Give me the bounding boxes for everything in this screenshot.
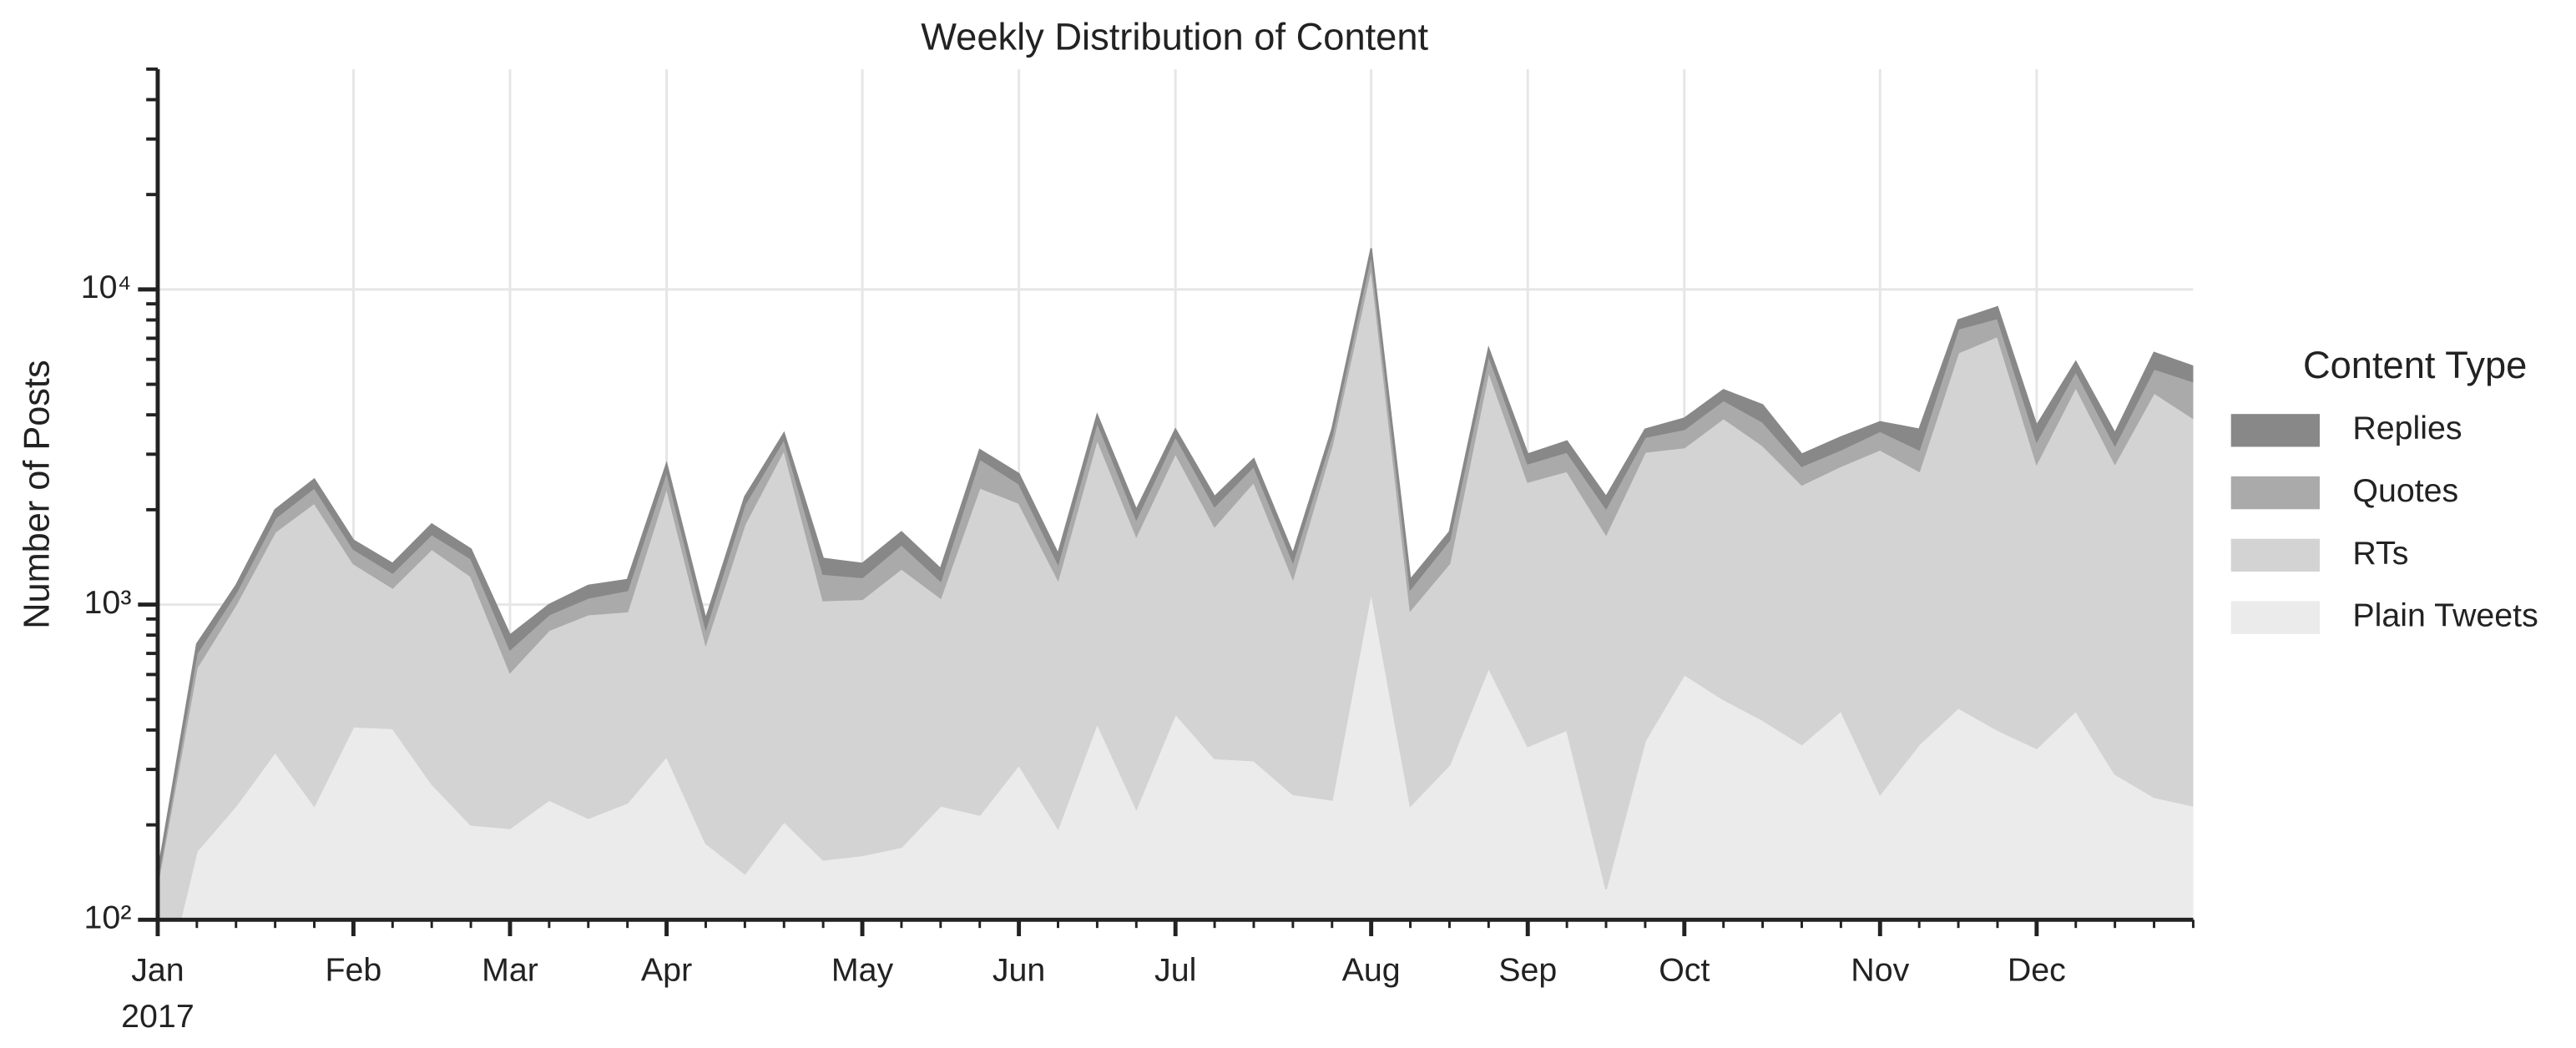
legend-title: Content Type: [2303, 344, 2527, 386]
chart-title: Weekly Distribution of Content: [921, 15, 1428, 58]
legend-label: Plain Tweets: [2352, 597, 2538, 634]
legend-swatch: [2230, 476, 2320, 510]
y-tick-label: 10²: [84, 899, 132, 936]
x-tick-label: Nov: [1851, 952, 1909, 989]
plot-area: [157, 248, 2194, 920]
legend-swatch: [2230, 601, 2320, 634]
axes: 10² 10³ 10⁴ Jan Feb Mar Apr May Jun Jul Aug Sep Oct N…: [81, 67, 2538, 989]
y-tick-label: 10³: [84, 584, 132, 621]
x-sublabel: 2017: [121, 998, 194, 1035]
x-tick-label: Feb: [325, 952, 381, 989]
x-tick-label: Aug: [1342, 952, 1401, 989]
legend-label: Quotes: [2352, 472, 2458, 509]
x-tick-label: Mar: [482, 952, 538, 989]
x-tick-label: Apr: [641, 952, 692, 989]
legend-label: Replies: [2352, 410, 2462, 446]
x-tick-label: Dec: [2008, 952, 2066, 989]
x-tick-label: Jan: [131, 952, 184, 989]
x-tick-label: Sep: [1498, 952, 1557, 989]
x-tick-label: Jun: [993, 952, 1045, 989]
legend-swatch: [2230, 538, 2320, 572]
x-tick-label: Jul: [1154, 952, 1196, 989]
y-tick-label: 10⁴: [81, 269, 132, 305]
legend-label: RTs: [2352, 535, 2408, 572]
area: [157, 248, 2194, 879]
x-tick-label: Oct: [1659, 952, 1710, 989]
x-tick-label: May: [831, 952, 894, 989]
legend-swatch: [2230, 414, 2320, 447]
y-axis-label: Number of Posts: [18, 360, 58, 628]
